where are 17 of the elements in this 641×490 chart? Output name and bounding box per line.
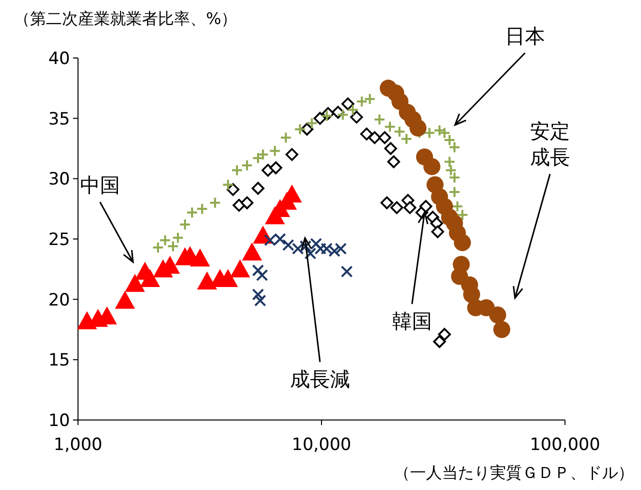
y-tick-label: 15 <box>48 350 70 371</box>
y-tick-label: 10 <box>48 410 70 431</box>
annotation: 成長減 <box>290 367 350 391</box>
annotation: 安定成長 <box>530 119 570 169</box>
annotation: 中国 <box>80 173 120 197</box>
x-tick-label: 100,000 <box>530 435 600 455</box>
x-tick-label: 1,000 <box>54 435 102 455</box>
x-tick-label: 10,000 <box>292 435 352 455</box>
x-axis-title: （一人当たり実質ＧＤＰ、ドル） <box>394 463 634 482</box>
y-tick-label: 40 <box>48 48 70 69</box>
y-tick-label: 20 <box>48 290 70 310</box>
text: 日本 <box>505 24 545 48</box>
y-axis-title: （第二次産業就業者比率、%） <box>14 9 238 28</box>
annotation: 韓国 <box>392 309 432 333</box>
y-tick-label: 25 <box>48 230 70 250</box>
y-tick-label: 30 <box>48 170 70 190</box>
y-tick-label: 35 <box>48 109 70 130</box>
